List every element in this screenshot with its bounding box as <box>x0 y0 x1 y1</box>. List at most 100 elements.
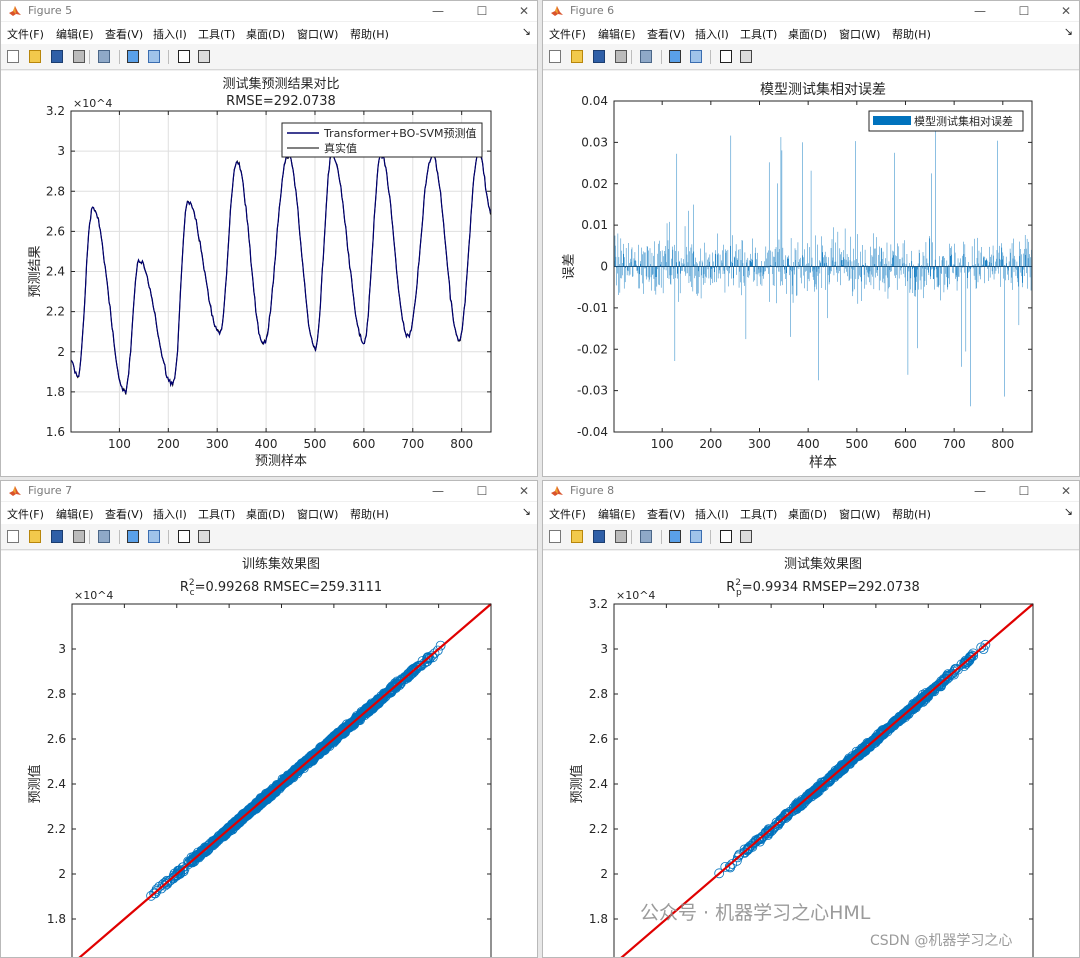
menu-item-4[interactable]: 工具(T) <box>198 508 236 521</box>
colorbar-icon[interactable] <box>126 529 140 544</box>
menu-item-6[interactable]: 窗口(W) <box>839 28 881 41</box>
scatter-point <box>782 808 793 819</box>
menu-item-3[interactable]: 插入(I) <box>695 28 729 41</box>
legend-icon[interactable] <box>689 49 703 64</box>
scatter-point <box>852 750 863 761</box>
legend-label: 模型测试集相对误差 <box>914 114 1013 128</box>
figure-6-window: Figure 6 — ☐ ✕ 文件(F) 编辑(E) 查看(V) 插入(I) 工具(T) 桌面(D… <box>542 0 1080 477</box>
menu-item-2[interactable]: 查看(V) <box>105 28 144 41</box>
menu-item-0[interactable]: 文件(F) <box>549 508 586 521</box>
new-file-icon[interactable] <box>6 529 20 544</box>
dock-arrow-icon[interactable]: ↘ <box>1063 505 1073 518</box>
pointer-icon[interactable] <box>719 529 733 544</box>
print-icon[interactable] <box>614 49 628 64</box>
menu-item-2[interactable]: 查看(V) <box>105 508 144 521</box>
dock-arrow-icon[interactable]: ↘ <box>521 505 531 518</box>
menu-item-3[interactable]: 插入(I) <box>695 508 729 521</box>
menu-item-5[interactable]: 桌面(D) <box>788 28 828 41</box>
pointer-icon[interactable] <box>719 49 733 64</box>
legend-icon[interactable] <box>147 49 161 64</box>
menu-item-2[interactable]: 查看(V) <box>647 28 686 41</box>
maximize-button[interactable]: ☐ <box>476 4 488 18</box>
menu-item-7[interactable]: 帮助(H) <box>892 28 931 41</box>
property-editor-icon[interactable] <box>197 49 211 64</box>
minimize-button[interactable]: — <box>432 4 444 18</box>
open-folder-icon[interactable] <box>570 49 584 64</box>
menu-item-5[interactable]: 桌面(D) <box>246 508 286 521</box>
colorbar-icon[interactable] <box>126 49 140 64</box>
save-icon[interactable] <box>50 49 64 64</box>
close-button[interactable]: ✕ <box>1060 4 1072 18</box>
save-icon[interactable] <box>592 49 606 64</box>
menu-item-7[interactable]: 帮助(H) <box>350 508 389 521</box>
link-plot-icon[interactable] <box>97 529 111 544</box>
close-button[interactable]: ✕ <box>518 484 530 498</box>
link-plot-icon[interactable] <box>639 529 653 544</box>
print-icon[interactable] <box>614 529 628 544</box>
scatter-point <box>911 698 922 708</box>
maximize-button[interactable]: ☐ <box>1018 4 1030 18</box>
save-icon[interactable] <box>592 529 606 544</box>
menu-item-3[interactable]: 插入(I) <box>153 28 187 41</box>
y-tick-label: 2.4 <box>589 777 608 791</box>
colorbar-icon[interactable] <box>668 529 682 544</box>
menu-item-5[interactable]: 桌面(D) <box>246 28 286 41</box>
close-button[interactable]: ✕ <box>518 4 530 18</box>
menu-item-4[interactable]: 工具(T) <box>740 508 778 521</box>
menu-item-6[interactable]: 窗口(W) <box>297 508 339 521</box>
menu-item-6[interactable]: 窗口(W) <box>839 508 881 521</box>
y-tick-label: 1.8 <box>47 912 66 926</box>
property-editor-icon[interactable] <box>739 529 753 544</box>
pointer-icon[interactable] <box>177 529 191 544</box>
new-file-icon[interactable] <box>548 529 562 544</box>
scatter-point <box>837 763 848 774</box>
dock-arrow-icon[interactable]: ↘ <box>1063 25 1073 38</box>
save-icon[interactable] <box>50 529 64 544</box>
menu-item-1[interactable]: 编辑(E) <box>56 28 94 41</box>
link-plot-icon[interactable] <box>97 49 111 64</box>
maximize-button[interactable]: ☐ <box>1018 484 1030 498</box>
menu-item-0[interactable]: 文件(F) <box>549 28 586 41</box>
menu-item-0[interactable]: 文件(F) <box>7 508 44 521</box>
new-file-icon[interactable] <box>548 49 562 64</box>
pointer-icon[interactable] <box>177 49 191 64</box>
menu-item-5[interactable]: 桌面(D) <box>788 508 828 521</box>
y-tick-label: 2 <box>58 867 66 881</box>
legend[interactable]: 模型测试集相对误差 <box>868 110 1024 132</box>
dock-arrow-icon[interactable]: ↘ <box>521 25 531 38</box>
menu-item-4[interactable]: 工具(T) <box>198 28 236 41</box>
maximize-button[interactable]: ☐ <box>476 484 488 498</box>
fit-line <box>78 603 492 957</box>
chart-subtitle: RMSE=292.0738 <box>226 94 336 109</box>
scatter-point <box>435 640 446 651</box>
menu-item-4[interactable]: 工具(T) <box>740 28 778 41</box>
property-editor-icon[interactable] <box>739 49 753 64</box>
new-file-icon[interactable] <box>6 49 20 64</box>
open-folder-icon[interactable] <box>28 49 42 64</box>
print-icon[interactable] <box>72 529 86 544</box>
menu-item-7[interactable]: 帮助(H) <box>892 508 931 521</box>
menu-item-1[interactable]: 编辑(E) <box>598 508 636 521</box>
open-folder-icon[interactable] <box>28 529 42 544</box>
print-icon[interactable] <box>72 49 86 64</box>
menu-item-6[interactable]: 窗口(W) <box>297 28 339 41</box>
menu-item-1[interactable]: 编辑(E) <box>598 28 636 41</box>
close-button[interactable]: ✕ <box>1060 484 1072 498</box>
minimize-button[interactable]: — <box>432 484 444 498</box>
colorbar-icon[interactable] <box>668 49 682 64</box>
menu-item-2[interactable]: 查看(V) <box>647 508 686 521</box>
menu-item-3[interactable]: 插入(I) <box>153 508 187 521</box>
menu-item-7[interactable]: 帮助(H) <box>350 28 389 41</box>
y-tick-label: 0.02 <box>581 177 608 191</box>
property-editor-icon[interactable] <box>197 529 211 544</box>
menu-item-1[interactable]: 编辑(E) <box>56 508 94 521</box>
legend-icon[interactable] <box>147 529 161 544</box>
scatter-point <box>775 815 786 825</box>
minimize-button[interactable]: — <box>974 484 986 498</box>
minimize-button[interactable]: — <box>974 4 986 18</box>
menu-item-0[interactable]: 文件(F) <box>7 28 44 41</box>
link-plot-icon[interactable] <box>639 49 653 64</box>
legend-icon[interactable] <box>689 529 703 544</box>
open-folder-icon[interactable] <box>570 529 584 544</box>
